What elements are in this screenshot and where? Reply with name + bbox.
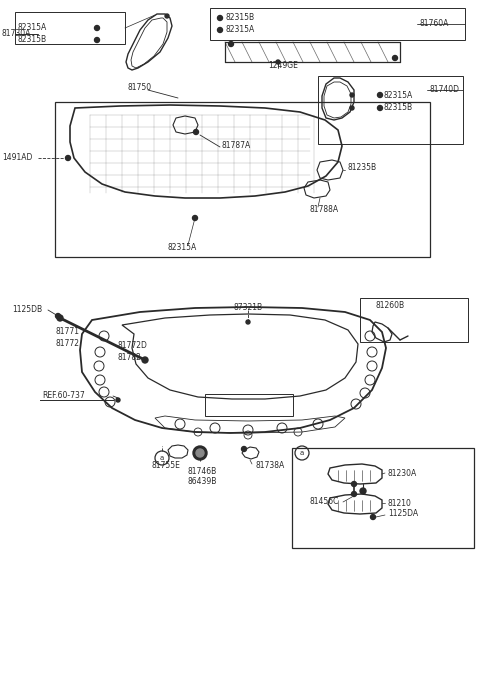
Circle shape	[351, 492, 357, 496]
Text: 81782: 81782	[118, 353, 142, 362]
Text: 81210: 81210	[388, 498, 412, 507]
Circle shape	[276, 60, 280, 64]
Text: 82315A: 82315A	[225, 25, 254, 35]
Text: 81760A: 81760A	[420, 20, 449, 29]
Text: 1491AD: 1491AD	[2, 153, 32, 163]
Text: 81456C: 81456C	[310, 498, 339, 507]
Text: 81746B: 81746B	[188, 467, 217, 477]
Circle shape	[241, 447, 247, 452]
Text: 81260B: 81260B	[375, 300, 404, 309]
Circle shape	[350, 93, 354, 97]
Text: 1125DB: 1125DB	[12, 306, 42, 315]
Circle shape	[351, 481, 357, 486]
Text: 82315A: 82315A	[384, 91, 413, 99]
Text: a: a	[160, 455, 164, 461]
Circle shape	[56, 313, 60, 319]
Text: 81230A: 81230A	[388, 469, 417, 477]
Text: 82315B: 82315B	[384, 104, 413, 112]
Circle shape	[217, 27, 223, 33]
Text: 81740D: 81740D	[430, 86, 460, 95]
Circle shape	[57, 315, 63, 321]
Text: 81772D: 81772D	[118, 341, 148, 351]
Text: 81235B: 81235B	[348, 163, 377, 172]
Text: 82315B: 82315B	[225, 14, 254, 22]
Text: 1125DA: 1125DA	[388, 509, 418, 518]
Circle shape	[228, 42, 233, 46]
Text: 81772: 81772	[55, 340, 79, 349]
Circle shape	[142, 357, 148, 363]
Bar	[292, 448, 474, 548]
Bar	[210, 8, 465, 40]
Text: 81788A: 81788A	[310, 206, 339, 215]
Circle shape	[393, 55, 397, 61]
Text: 81730A: 81730A	[2, 29, 31, 39]
Bar	[318, 76, 463, 144]
Text: 82315A: 82315A	[17, 24, 46, 33]
Circle shape	[165, 14, 169, 18]
Text: 86439B: 86439B	[188, 477, 217, 486]
Text: REF.60-737: REF.60-737	[42, 392, 85, 400]
Circle shape	[246, 320, 250, 324]
Circle shape	[217, 16, 223, 20]
Circle shape	[116, 398, 120, 402]
Text: 81771: 81771	[55, 328, 79, 336]
Circle shape	[193, 446, 207, 460]
Text: 87321B: 87321B	[233, 302, 263, 311]
Text: 82315A: 82315A	[168, 244, 197, 253]
Circle shape	[95, 37, 99, 42]
Circle shape	[193, 129, 199, 135]
Text: 81738A: 81738A	[255, 462, 284, 471]
Text: 82315B: 82315B	[17, 35, 46, 44]
Circle shape	[371, 515, 375, 520]
Circle shape	[95, 25, 99, 31]
Circle shape	[65, 155, 71, 161]
Bar	[15, 12, 125, 44]
Text: 81750: 81750	[128, 84, 152, 93]
Circle shape	[196, 449, 204, 457]
Circle shape	[377, 106, 383, 110]
Text: 81787A: 81787A	[222, 140, 251, 150]
Text: a: a	[300, 450, 304, 456]
Text: 1249GE: 1249GE	[268, 61, 298, 71]
Circle shape	[350, 106, 354, 110]
Circle shape	[192, 215, 197, 221]
Text: 81755E: 81755E	[152, 462, 181, 471]
Bar	[55, 102, 430, 257]
Bar	[205, 394, 293, 416]
Circle shape	[360, 488, 366, 494]
Bar	[360, 298, 468, 342]
Circle shape	[377, 93, 383, 97]
